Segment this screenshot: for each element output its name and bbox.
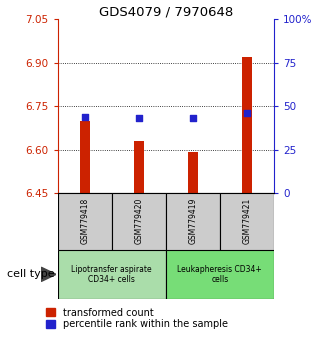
Bar [166,193,220,250]
Bar [166,250,274,299]
Polygon shape [41,267,56,281]
Text: Lipotransfer aspirate
CD34+ cells: Lipotransfer aspirate CD34+ cells [72,265,152,284]
Bar [242,57,252,193]
Text: GSM779418: GSM779418 [80,198,89,244]
Text: GSM779419: GSM779419 [188,198,197,245]
Bar [112,193,166,250]
Bar [188,153,198,193]
Bar [220,193,274,250]
Point [136,115,142,121]
Point [244,110,249,116]
Point [82,114,87,119]
Bar [134,141,144,193]
Bar [58,250,166,299]
Text: Leukapheresis CD34+
cells: Leukapheresis CD34+ cells [178,265,262,284]
Text: GSM779421: GSM779421 [242,198,251,244]
Legend: transformed count, percentile rank within the sample: transformed count, percentile rank withi… [46,308,228,330]
Text: cell type: cell type [7,269,54,279]
Title: GDS4079 / 7970648: GDS4079 / 7970648 [99,5,233,18]
Point [190,115,195,121]
Text: GSM779420: GSM779420 [134,198,143,245]
Bar [80,121,90,193]
Bar [58,193,112,250]
